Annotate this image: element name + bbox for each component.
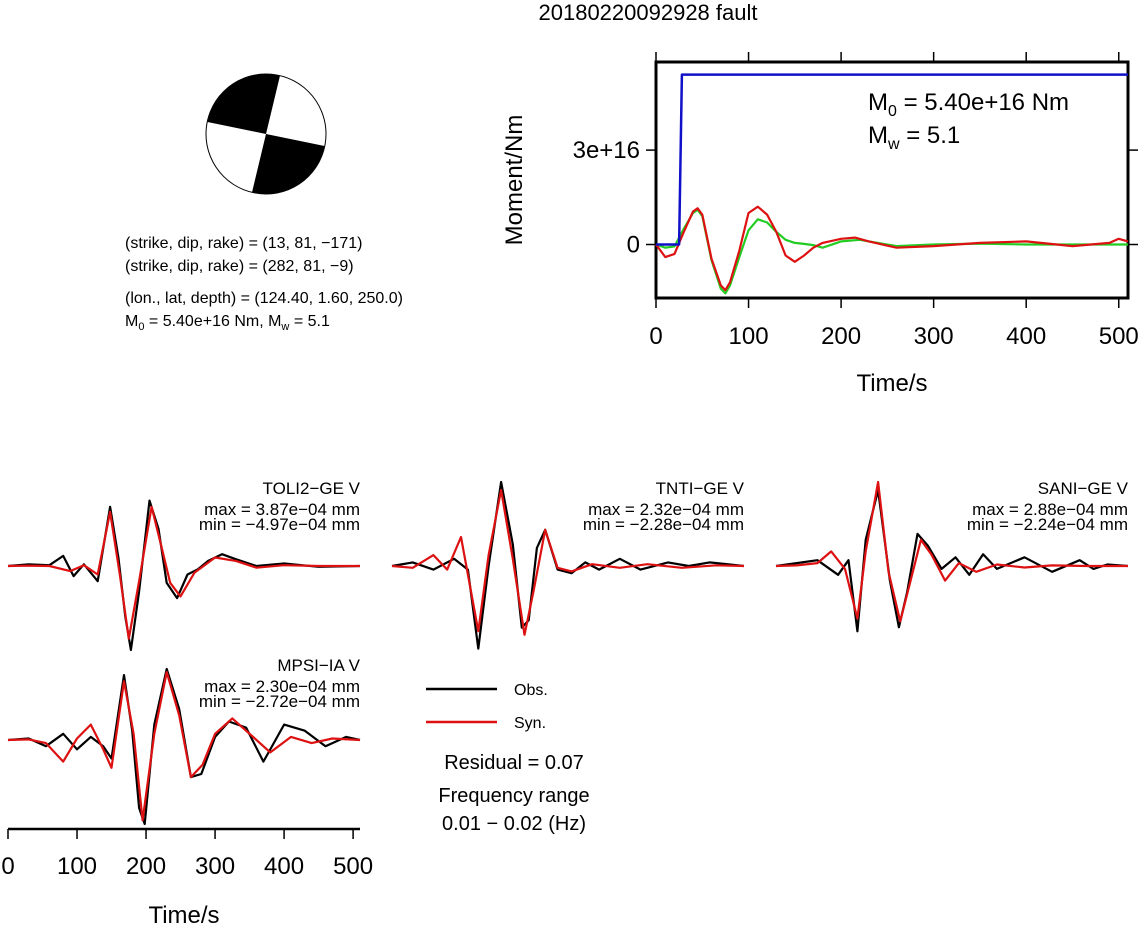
waveform-min: min = −2.24e−04 mm bbox=[967, 515, 1128, 534]
legend: Obs. Syn. Residual = 0.07 Frequency rang… bbox=[426, 682, 590, 835]
moment-xtick-label: 500 bbox=[1099, 323, 1139, 350]
moment-ytick-label: 3e+16 bbox=[573, 137, 640, 164]
waveform-syn bbox=[7, 505, 360, 640]
moment-series-rate_green bbox=[655, 208, 1128, 295]
moment-ylabel: Moment/Nm bbox=[501, 115, 528, 246]
nodal-plane-2: (strike, dip, rake) = (282, 81, −9) bbox=[125, 258, 354, 275]
waveform-max: max = 2.30e−04 mm bbox=[204, 677, 360, 696]
figure-title: 20180220092928 fault bbox=[539, 0, 758, 25]
waveform-station: SANI−GE V bbox=[1038, 479, 1129, 498]
legend-syn-label: Syn. bbox=[514, 715, 546, 732]
moment-xtick-label: 0 bbox=[649, 323, 662, 350]
waveform-syn bbox=[775, 480, 1128, 623]
moment-box-m0: M0 = 5.40e+16 Nm bbox=[868, 89, 1069, 120]
event-moment: M0 = 5.40e+16 Nm, Mw = 5.1 bbox=[125, 313, 330, 333]
waveform-station: MPSI−IA V bbox=[277, 656, 360, 675]
frequency-title: Frequency range bbox=[438, 785, 589, 807]
waveform-xtick-label: 200 bbox=[126, 853, 166, 880]
moment-box-mw: Mw = 5.1 bbox=[868, 122, 960, 153]
waveform-xlabel: Time/s bbox=[148, 902, 219, 927]
waveform-syn bbox=[391, 488, 745, 636]
moment-series-rate_red bbox=[655, 205, 1129, 292]
mechanism-info: (strike, dip, rake) = (13, 81, −171) (st… bbox=[125, 235, 403, 333]
waveform-station: TNTI−GE V bbox=[656, 479, 745, 498]
moment-xtick-label: 200 bbox=[821, 323, 861, 350]
legend-obs-label: Obs. bbox=[514, 682, 548, 699]
waveform-max: max = 3.87e−04 mm bbox=[204, 500, 360, 519]
waveform-axis: 0 100 200 300 400 500 Time/s bbox=[1, 827, 373, 927]
event-location: (lon., lat, depth) = (124.40, 1.60, 250.… bbox=[125, 290, 403, 307]
beachball-quadrant-1 bbox=[207, 74, 280, 134]
moment-xtick-label: 100 bbox=[729, 323, 769, 350]
waveform-obs bbox=[391, 480, 745, 650]
waveform-max: max = 2.88e−04 mm bbox=[972, 500, 1128, 519]
waveform-xtick-label: 400 bbox=[264, 853, 304, 880]
waveform-obs bbox=[7, 667, 361, 826]
waveform-min: min = −4.97e−04 mm bbox=[199, 515, 360, 534]
waveform-min: min = −2.28e−04 mm bbox=[583, 515, 744, 534]
moment-xlabel: Time/s bbox=[856, 370, 927, 397]
waveform-xtick-label: 100 bbox=[57, 853, 97, 880]
waveform-xtick-label: 300 bbox=[195, 853, 235, 880]
waveform-syn bbox=[7, 671, 361, 822]
moment-chart-frame bbox=[654, 60, 1130, 300]
beachball bbox=[205, 73, 327, 195]
waveform-station: TOLI2−GE V bbox=[263, 479, 361, 498]
waveform-max: max = 2.32e−04 mm bbox=[588, 500, 744, 519]
moment-series-cumulative bbox=[656, 73, 1128, 246]
residual: Residual = 0.07 bbox=[444, 752, 584, 774]
waveform-obs bbox=[7, 499, 361, 652]
moment-xtick-label: 400 bbox=[1006, 323, 1046, 350]
waveform-obs bbox=[775, 489, 1129, 633]
beachball-quadrant-2 bbox=[252, 134, 325, 194]
waveform-xtick-label: 0 bbox=[1, 853, 14, 880]
nodal-plane-1: (strike, dip, rake) = (13, 81, −171) bbox=[125, 235, 362, 252]
frequency-range: 0.01 − 0.02 (Hz) bbox=[442, 813, 586, 835]
moment-xtick-label: 300 bbox=[914, 323, 954, 350]
waveform-xtick-label: 500 bbox=[333, 853, 373, 880]
waveform-min: min = −2.72e−04 mm bbox=[199, 692, 360, 711]
moment-ytick-label: 0 bbox=[627, 232, 640, 259]
